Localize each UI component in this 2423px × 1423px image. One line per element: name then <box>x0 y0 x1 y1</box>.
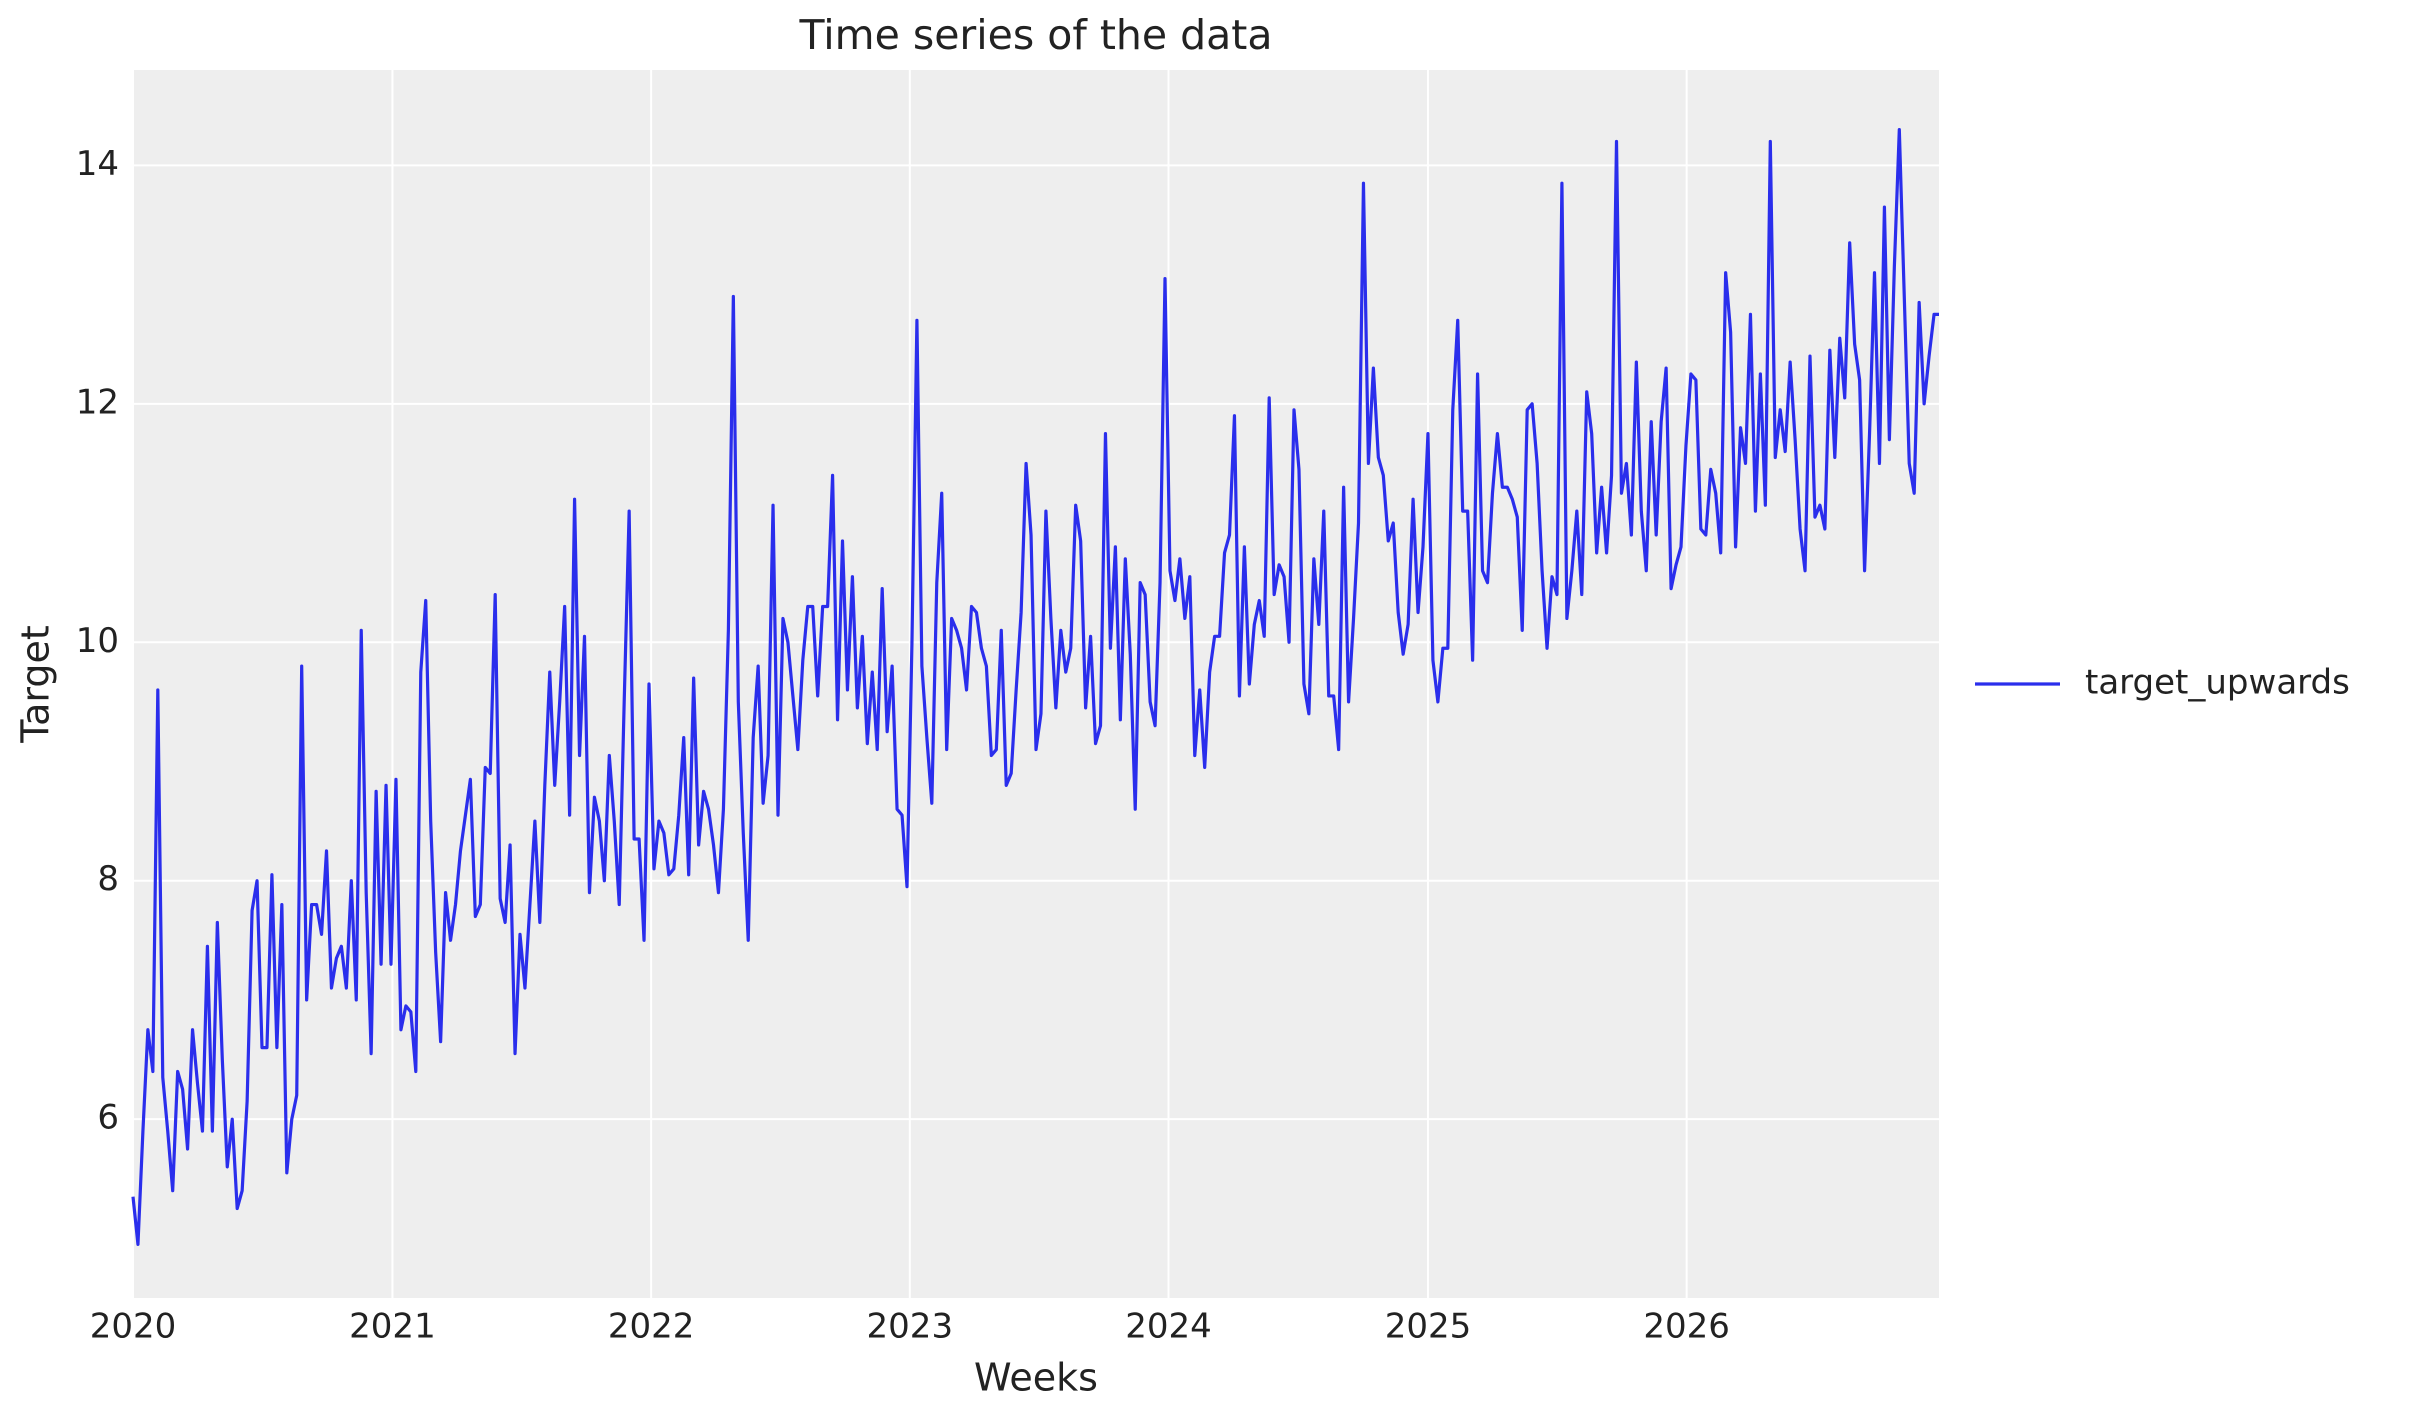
x-tick-label: 2025 <box>1385 1307 1472 1347</box>
legend-label: target_upwards <box>2085 663 2350 703</box>
y-tick-label: 12 <box>76 382 119 422</box>
y-tick-label: 6 <box>97 1098 119 1138</box>
x-tick-label: 2023 <box>867 1307 954 1347</box>
y-tick-label: 8 <box>97 859 119 899</box>
x-tick-label: 2022 <box>608 1307 695 1347</box>
x-tick-label: 2020 <box>90 1307 177 1347</box>
y-tick-label: 14 <box>76 144 119 184</box>
x-tick-label: 2024 <box>1125 1307 1212 1347</box>
x-tick-label: 2026 <box>1643 1307 1730 1347</box>
x-axis-label: Weeks <box>974 1356 1098 1400</box>
y-tick-label: 10 <box>76 621 119 661</box>
x-tick-label: 2021 <box>349 1307 436 1347</box>
y-axis-label: Target <box>14 625 58 744</box>
data-line <box>131 128 1939 1246</box>
chart-title: Time series of the data <box>798 11 1272 59</box>
